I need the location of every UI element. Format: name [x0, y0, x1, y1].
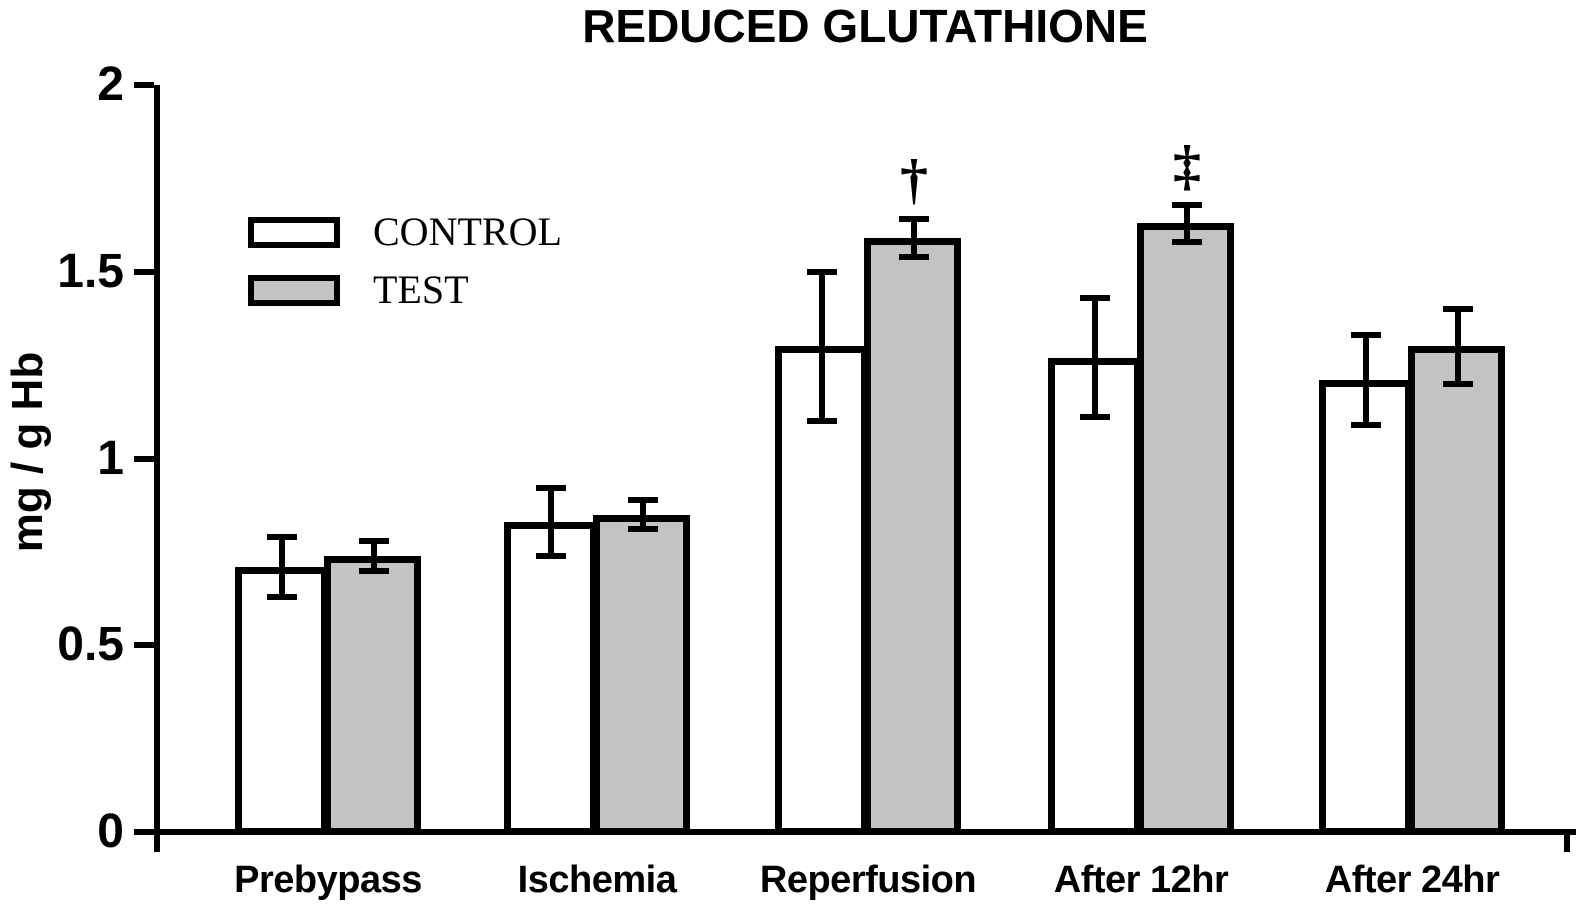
- error-bar-cap-bottom: [359, 567, 389, 574]
- x-axis-end-tick: [1564, 832, 1570, 852]
- y-tick: [134, 829, 154, 835]
- error-bar-control-3: [1092, 297, 1098, 418]
- y-tick-label: 0: [97, 805, 124, 858]
- bar-control-3: [1048, 357, 1141, 835]
- error-bar-test-3: [1184, 204, 1190, 242]
- error-bar-cap-top: [359, 537, 389, 544]
- error-bar-control-0: [279, 536, 285, 597]
- bar-control-0: [235, 566, 328, 835]
- bar-control-4: [1319, 380, 1412, 835]
- y-tick-label: 1.5: [57, 244, 124, 298]
- y-tick-label: 1: [97, 431, 124, 485]
- error-bar-control-1: [548, 488, 554, 556]
- bar-test-4: [1408, 346, 1505, 835]
- significance-double-dagger: ‡: [1173, 134, 1201, 197]
- y-tick: [134, 455, 154, 462]
- error-bar-cap-top: [899, 216, 929, 223]
- x-axis-label-2: Reperfusion: [759, 859, 977, 901]
- x-axis-label-0: Prebypass: [234, 859, 422, 901]
- chart-title: REDUCED GLUTATHIONE: [582, 0, 1148, 52]
- y-tick-label: 2: [97, 58, 124, 111]
- bar-test-2: [864, 238, 961, 835]
- bar-control-1: [504, 521, 597, 835]
- bar-test-0: [324, 555, 421, 835]
- bar-test-3: [1137, 223, 1234, 835]
- error-bar-cap-bottom: [1351, 421, 1381, 428]
- error-bar-cap-top: [267, 533, 297, 540]
- error-bar-control-4: [1363, 335, 1369, 425]
- error-bar-cap-top: [807, 268, 837, 275]
- y-tick: [134, 268, 154, 275]
- x-axis-label-1: Ischemia: [517, 859, 677, 901]
- x-axis-label-3: After 12hr: [1053, 859, 1229, 901]
- legend-label-test: TEST: [373, 267, 469, 312]
- error-bar-cap-top: [1172, 201, 1202, 208]
- error-bar-cap-top: [536, 485, 566, 492]
- bar-test-1: [593, 514, 690, 835]
- error-bar-cap-bottom: [899, 253, 929, 260]
- legend-swatch-test: [248, 275, 340, 306]
- legend-swatch-control: [248, 217, 340, 248]
- error-bar-cap-bottom: [1443, 380, 1473, 387]
- significance-dagger: †: [900, 149, 928, 212]
- error-bar-cap-bottom: [807, 418, 837, 425]
- error-bar-cap-bottom: [267, 593, 297, 600]
- error-bar-test-2: [911, 219, 917, 257]
- error-bar-test-4: [1455, 309, 1461, 384]
- legend-label-control: CONTROL: [373, 209, 562, 254]
- x-axis-label-4: After 24hr: [1324, 859, 1500, 901]
- error-bar-cap-bottom: [628, 526, 658, 533]
- error-bar-control-2: [819, 271, 825, 422]
- error-bar-cap-top: [1351, 332, 1381, 339]
- error-bar-cap-bottom: [536, 552, 566, 559]
- error-bar-cap-bottom: [1080, 414, 1110, 421]
- error-bar-test-1: [640, 499, 646, 530]
- error-bar-test-0: [371, 540, 377, 571]
- error-bar-cap-top: [1080, 294, 1110, 301]
- y-tick: [134, 82, 154, 88]
- y-axis: [154, 85, 160, 852]
- error-bar-cap-top: [628, 496, 658, 503]
- error-bar-cap-top: [1443, 306, 1473, 313]
- y-tick-label: 0.5: [57, 618, 124, 672]
- error-bar-cap-bottom: [1172, 238, 1202, 245]
- y-tick: [134, 642, 154, 649]
